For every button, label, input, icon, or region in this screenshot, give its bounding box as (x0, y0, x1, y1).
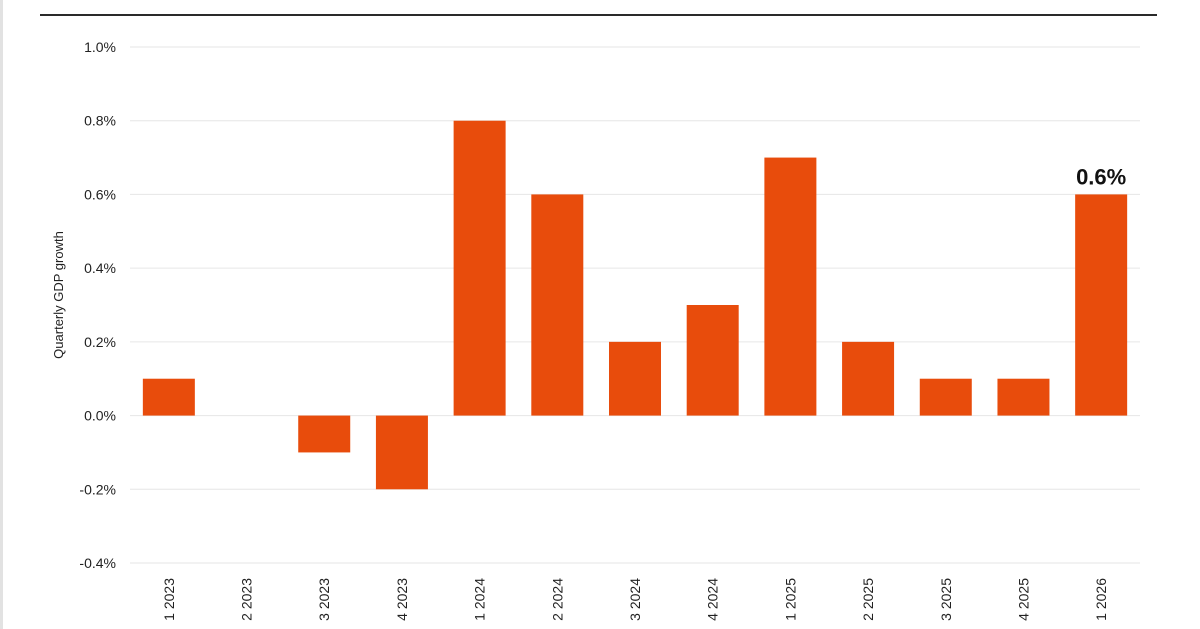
bar (997, 378, 1050, 416)
y-tick-label: 0.8% (84, 113, 116, 129)
y-tick-label: 0.6% (84, 186, 116, 202)
x-tick-label: 3 2025 (938, 578, 954, 621)
x-axis-ticks: 1 2023 2 2023 3 2023 4 2023 1 2024 2 2024 3 20… (161, 578, 1109, 621)
bar (531, 194, 584, 416)
x-tick-label: 1 2026 (1093, 578, 1109, 621)
bar (142, 378, 195, 416)
frame-edge (0, 0, 3, 629)
bar (453, 120, 506, 416)
y-tick-label: 0.4% (84, 260, 116, 276)
gridlines (130, 46, 1140, 564)
bar (375, 415, 428, 490)
bar (298, 415, 351, 453)
x-tick-label: 4 2025 (1015, 578, 1031, 621)
x-tick-label: 2 2025 (860, 578, 876, 621)
x-tick-label: 3 2024 (627, 578, 643, 621)
x-tick-label: 2 2024 (549, 578, 565, 621)
y-tick-label: 1.0% (84, 39, 116, 55)
bar (764, 157, 817, 416)
bar (919, 378, 972, 416)
bar (1075, 194, 1128, 416)
x-tick-label: 1 2025 (782, 578, 798, 621)
x-tick-label: 4 2023 (394, 578, 410, 621)
cropped-title-band (3, 0, 1200, 14)
y-axis-label: Quarterly GDP growth (51, 231, 66, 359)
annotations: 0.6% (1076, 164, 1126, 189)
bars (142, 120, 1128, 490)
y-axis-ticks: 1.0% 0.8% 0.6% 0.4% 0.2% 0.0% -0.2% -0.4% (79, 39, 116, 571)
x-tick-label: 2 2023 (239, 578, 255, 621)
y-tick-label: -0.2% (79, 481, 116, 497)
bar (686, 305, 739, 416)
bar (609, 341, 661, 416)
x-tick-label: 3 2023 (316, 578, 332, 621)
y-tick-label: -0.4% (79, 555, 116, 571)
title-rule (40, 14, 1157, 16)
value-callout: 0.6% (1076, 164, 1126, 189)
x-tick-label: 4 2024 (705, 578, 721, 621)
x-tick-label: 1 2024 (472, 578, 488, 621)
bar (842, 341, 895, 416)
x-tick-label: 1 2023 (161, 578, 177, 621)
y-tick-label: 0.2% (84, 334, 116, 350)
y-tick-label: 0.0% (84, 408, 116, 424)
